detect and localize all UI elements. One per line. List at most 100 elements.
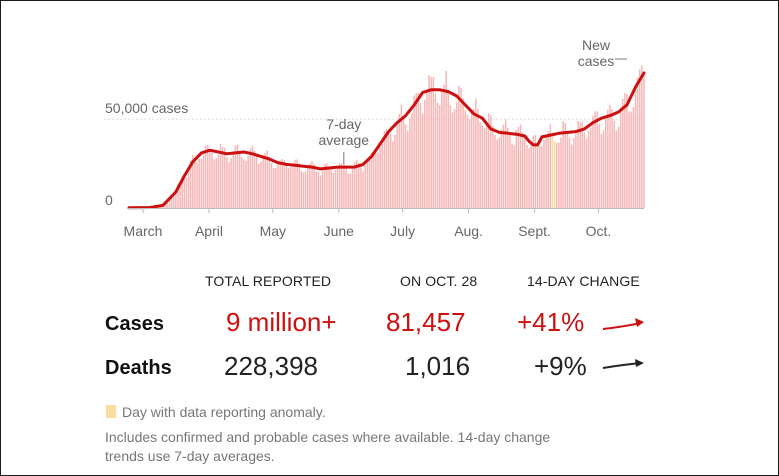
daily-case-bar: [253, 150, 256, 208]
daily-case-bar: [438, 105, 441, 208]
daily-case-bar: [449, 105, 452, 208]
daily-case-bar: [172, 194, 175, 208]
daily-case-bar: [619, 107, 622, 208]
daily-case-bar: [211, 152, 213, 208]
deaths-trend-arrowhead: [635, 359, 644, 367]
daily-case-bar: [234, 145, 237, 208]
daily-case-bar: [292, 163, 294, 208]
daily-case-bar: [328, 167, 330, 208]
daily-case-bar: [355, 160, 358, 208]
daily-case-bar: [413, 95, 415, 208]
daily-case-bar: [432, 77, 435, 208]
daily-case-bar: [343, 163, 345, 208]
daily-case-bar: [562, 121, 564, 208]
x-tick-label: Aug.: [454, 223, 483, 239]
daily-case-bar: [536, 144, 539, 208]
daily-case-bar: [377, 152, 379, 208]
daily-case-bar: [602, 130, 605, 208]
daily-case-bar: [519, 124, 522, 208]
daily-case-bar: [447, 90, 449, 208]
daily-case-bar: [185, 177, 188, 208]
daily-case-bar: [470, 112, 473, 208]
daily-case-bar: [200, 158, 203, 208]
daily-case-bar: [487, 113, 490, 208]
daily-case-bar: [332, 172, 335, 208]
daily-case-bar: [213, 159, 215, 208]
daily-case-bar: [245, 160, 247, 208]
daily-case-bar: [564, 122, 567, 208]
daily-case-bar: [383, 130, 386, 208]
daily-case-bar: [249, 148, 252, 208]
daily-case-bar: [524, 137, 526, 208]
daily-case-bar: [206, 144, 209, 208]
daily-case-bar: [345, 167, 347, 208]
daily-case-bar: [304, 171, 307, 208]
daily-case-bar: [166, 201, 169, 208]
daily-case-bar: [198, 158, 200, 208]
daily-case-bar: [521, 132, 524, 208]
daily-case-bar: [228, 162, 230, 208]
anomaly-bar: [551, 133, 554, 208]
daily-case-bar: [494, 135, 496, 208]
daily-case-bar: [475, 98, 477, 208]
daily-case-bar: [507, 127, 509, 208]
daily-case-bar: [568, 137, 571, 208]
daily-case-bar: [319, 175, 322, 208]
daily-case-bar: [183, 178, 186, 208]
daily-case-bar: [360, 165, 362, 208]
avg-annotation-label: average: [319, 132, 370, 148]
daily-case-bar: [362, 171, 364, 208]
daily-case-bar: [294, 159, 296, 208]
daily-case-bar: [168, 199, 171, 208]
daily-case-bar: [575, 134, 577, 208]
daily-case-bar: [385, 129, 388, 208]
daily-case-bar: [504, 119, 507, 208]
daily-case-bar: [462, 98, 464, 208]
daily-case-bar: [247, 155, 249, 208]
seven-day-average-line: [127, 71, 646, 210]
daily-case-bar: [187, 169, 190, 208]
daily-case-bar: [496, 139, 498, 208]
daily-case-bar: [277, 161, 279, 208]
daily-case-bar: [302, 172, 305, 208]
daily-case-bar: [202, 154, 205, 208]
daily-case-bar: [609, 104, 611, 208]
daily-case-bar: [368, 156, 371, 208]
avg-annotation-label: 7-day: [326, 116, 361, 132]
daily-case-bar: [502, 124, 505, 208]
daily-case-bar: [472, 108, 475, 208]
daily-case-bar: [415, 93, 418, 208]
daily-case-bar: [392, 141, 394, 208]
daily-case-bar: [424, 100, 426, 208]
daily-case-bar: [230, 158, 232, 208]
daily-case-bar: [430, 77, 432, 208]
daily-case-bar: [179, 183, 181, 208]
daily-case-bar: [455, 102, 458, 208]
daily-case-bar: [324, 164, 326, 208]
daily-case-bar: [468, 119, 471, 208]
daily-case-bar: [375, 153, 377, 208]
daily-case-bar: [287, 167, 290, 208]
daily-case-bar: [515, 130, 518, 208]
daily-case-bar: [592, 115, 594, 208]
cases-trend-arrow: [602, 322, 642, 330]
daily-case-bar: [626, 94, 628, 208]
y-tick-label: 50,000 cases: [105, 100, 188, 116]
daily-case-bar: [479, 122, 481, 208]
daily-case-bar: [334, 169, 337, 208]
daily-case-bar: [366, 162, 369, 208]
daily-case-bar: [402, 116, 405, 208]
daily-case-bar: [573, 138, 575, 208]
daily-case-bar: [296, 159, 298, 208]
daily-case-bar: [407, 130, 409, 208]
x-tick-label: April: [195, 223, 223, 239]
daily-case-bar: [426, 91, 428, 208]
daily-case-bar: [266, 150, 269, 208]
y-tick-label: 0: [105, 192, 113, 208]
daily-case-bar: [458, 85, 460, 208]
daily-case-bar: [534, 135, 537, 208]
daily-case-bar: [341, 163, 343, 208]
anomaly-bar: [553, 141, 556, 208]
daily-case-bar: [511, 143, 513, 208]
